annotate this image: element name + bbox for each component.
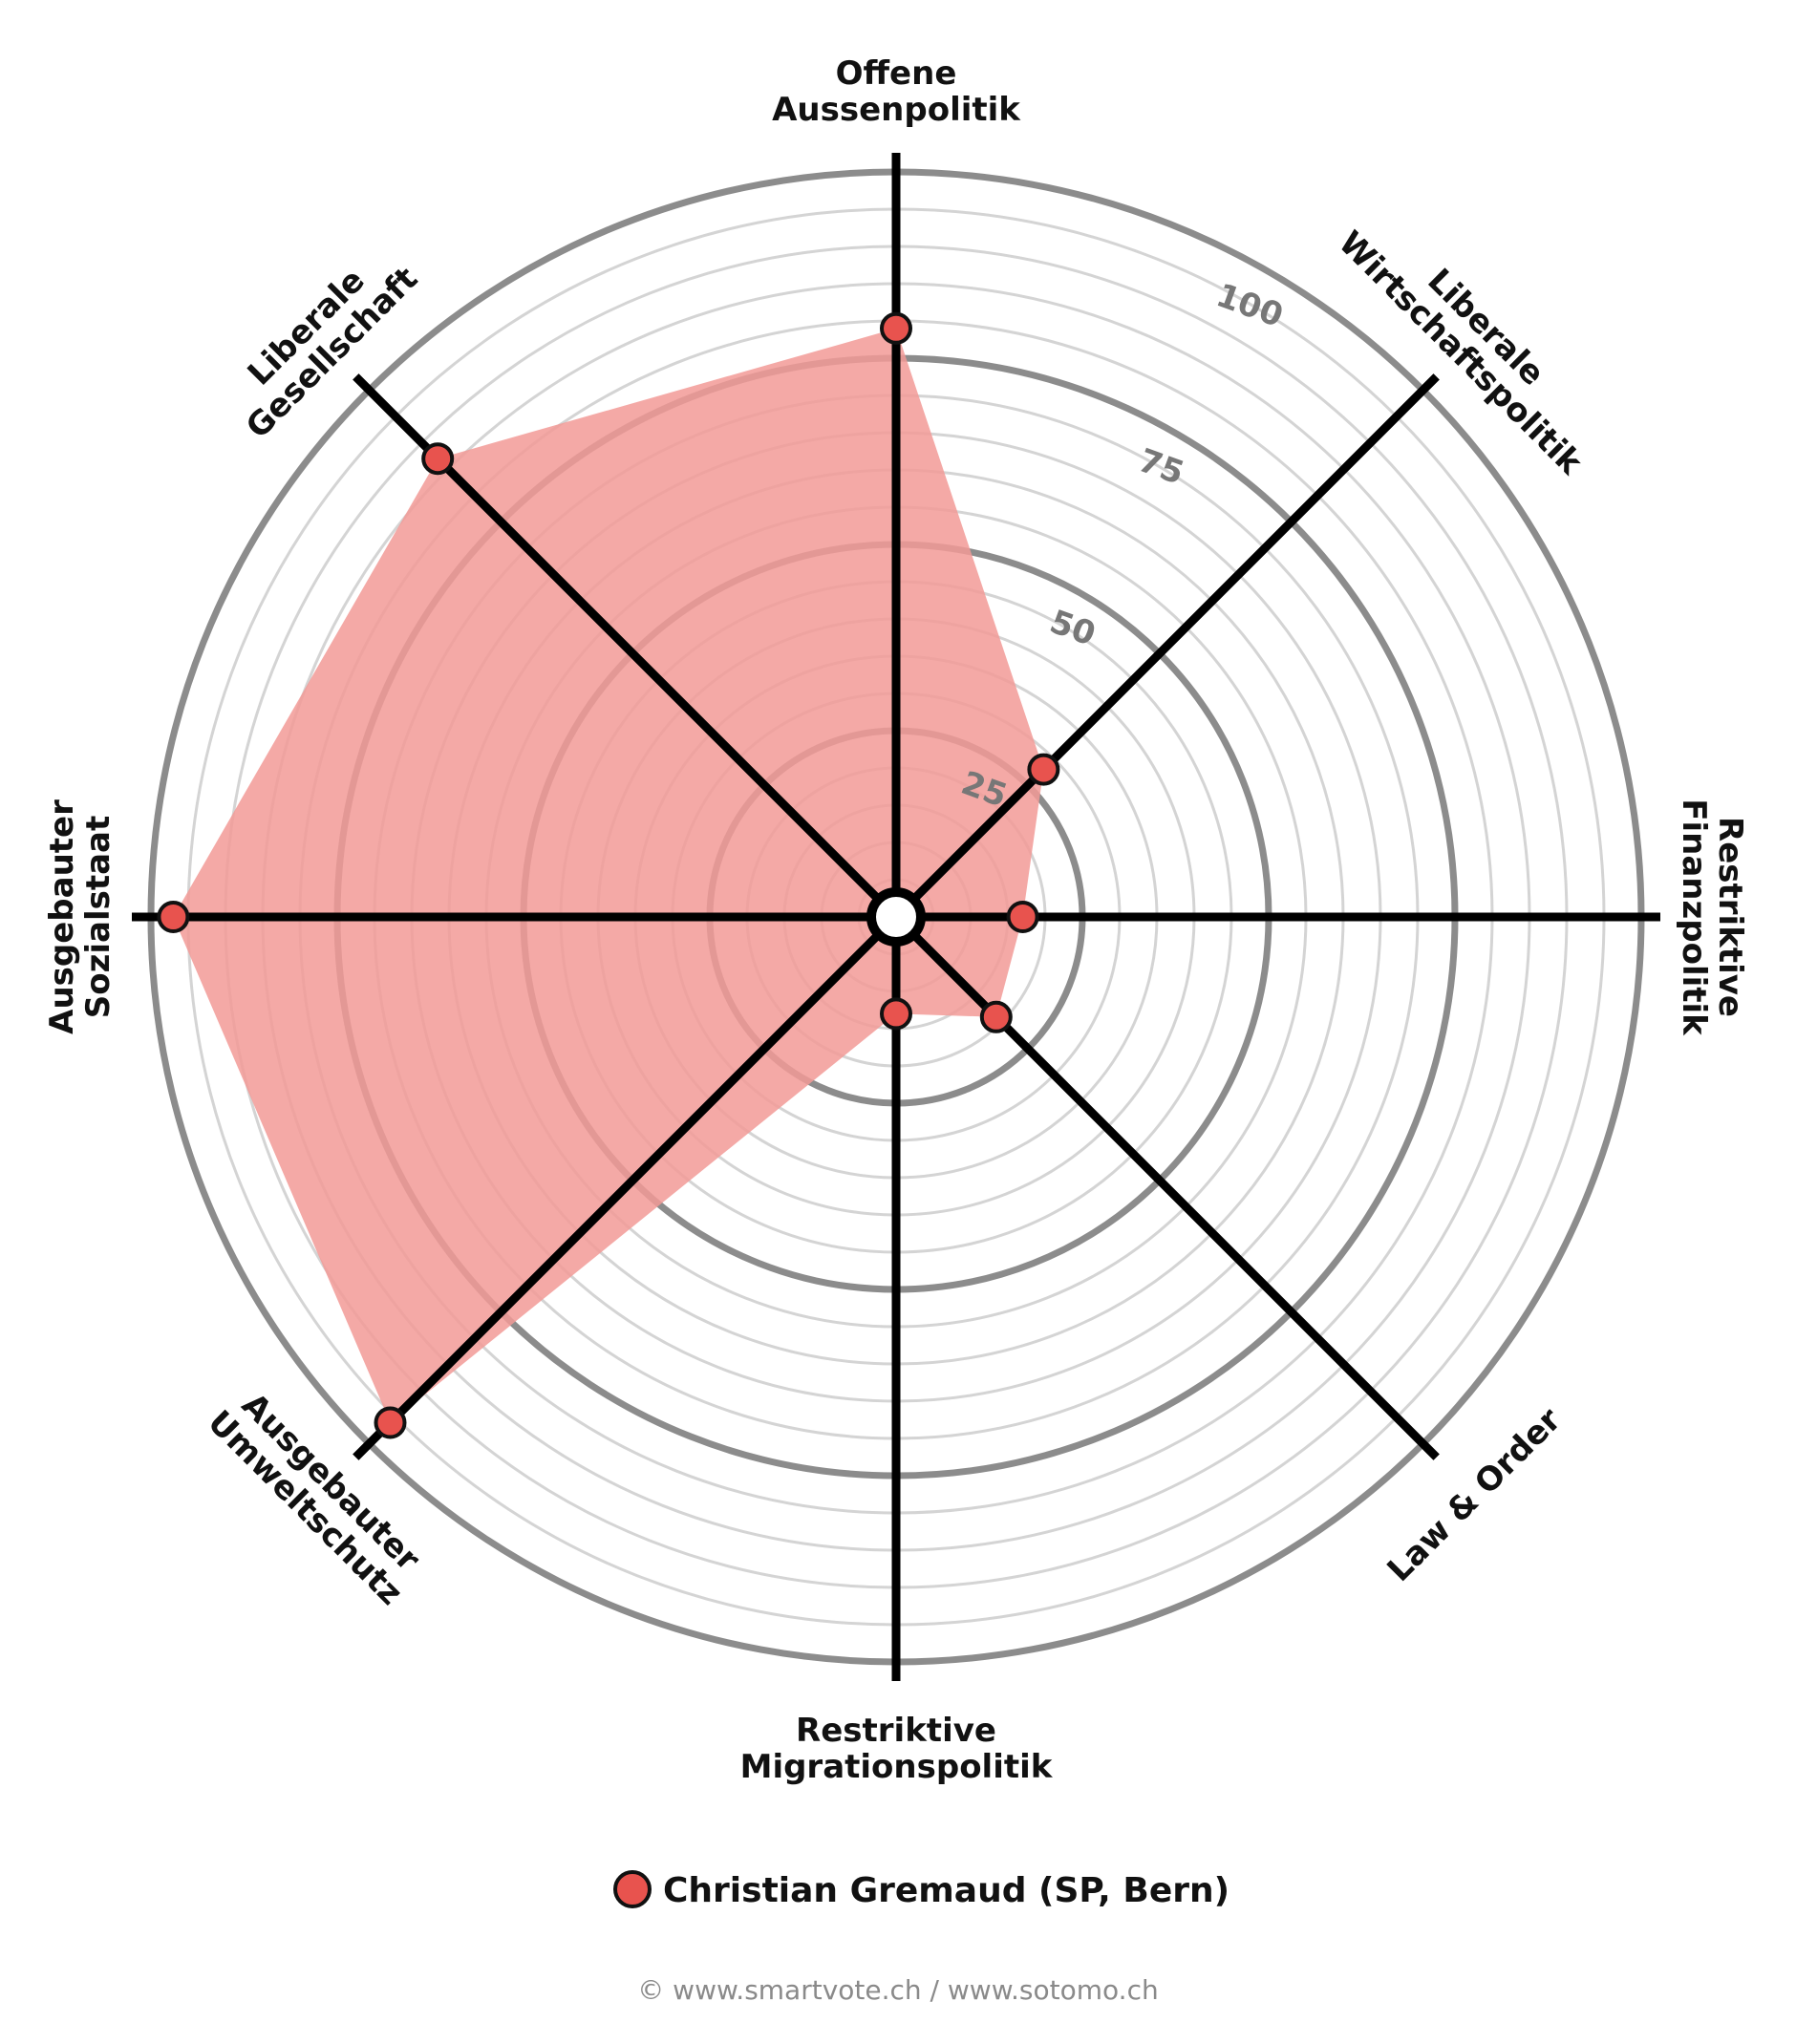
tick-label: 75 <box>1133 441 1188 493</box>
series-area <box>173 328 1044 1423</box>
axis-label-line: Migrationspolitik <box>740 1748 1054 1786</box>
series-polygon <box>173 328 1044 1423</box>
axis-label-line: Restriktive <box>1711 817 1749 1017</box>
axis-line <box>353 913 900 1460</box>
data-marker <box>880 997 912 1031</box>
tick-label: 100 <box>1211 276 1288 335</box>
data-marker <box>421 442 455 476</box>
axis-line <box>892 913 1440 1460</box>
center-circle <box>866 887 926 947</box>
axis-label-line: Finanzpolitik <box>1675 798 1713 1036</box>
axis-label-line: Restriktive <box>796 1712 996 1750</box>
data-markers <box>157 311 1060 1439</box>
axis-label-line: Offene <box>836 54 957 93</box>
data-marker <box>1006 901 1039 933</box>
axis-label-line: Sozialstaat <box>79 816 118 1019</box>
data-marker <box>157 901 190 933</box>
legend-label: Christian Gremaud (SP, Bern) <box>663 1871 1229 1910</box>
data-marker <box>979 1000 1013 1033</box>
footer-credit: © www.smartvote.ch / www.sotomo.ch <box>637 1974 1158 2006</box>
data-marker <box>1027 753 1060 786</box>
data-marker <box>880 311 912 345</box>
center-point <box>866 887 926 947</box>
axis-label-line: Ausgebauter <box>43 799 81 1034</box>
axis-line <box>892 373 1440 921</box>
data-marker <box>374 1406 407 1439</box>
legend-marker <box>613 1870 652 1908</box>
axis-label-line: Aussenpolitik <box>772 91 1021 129</box>
legend: Christian Gremaud (SP, Bern) <box>613 1870 1229 1910</box>
